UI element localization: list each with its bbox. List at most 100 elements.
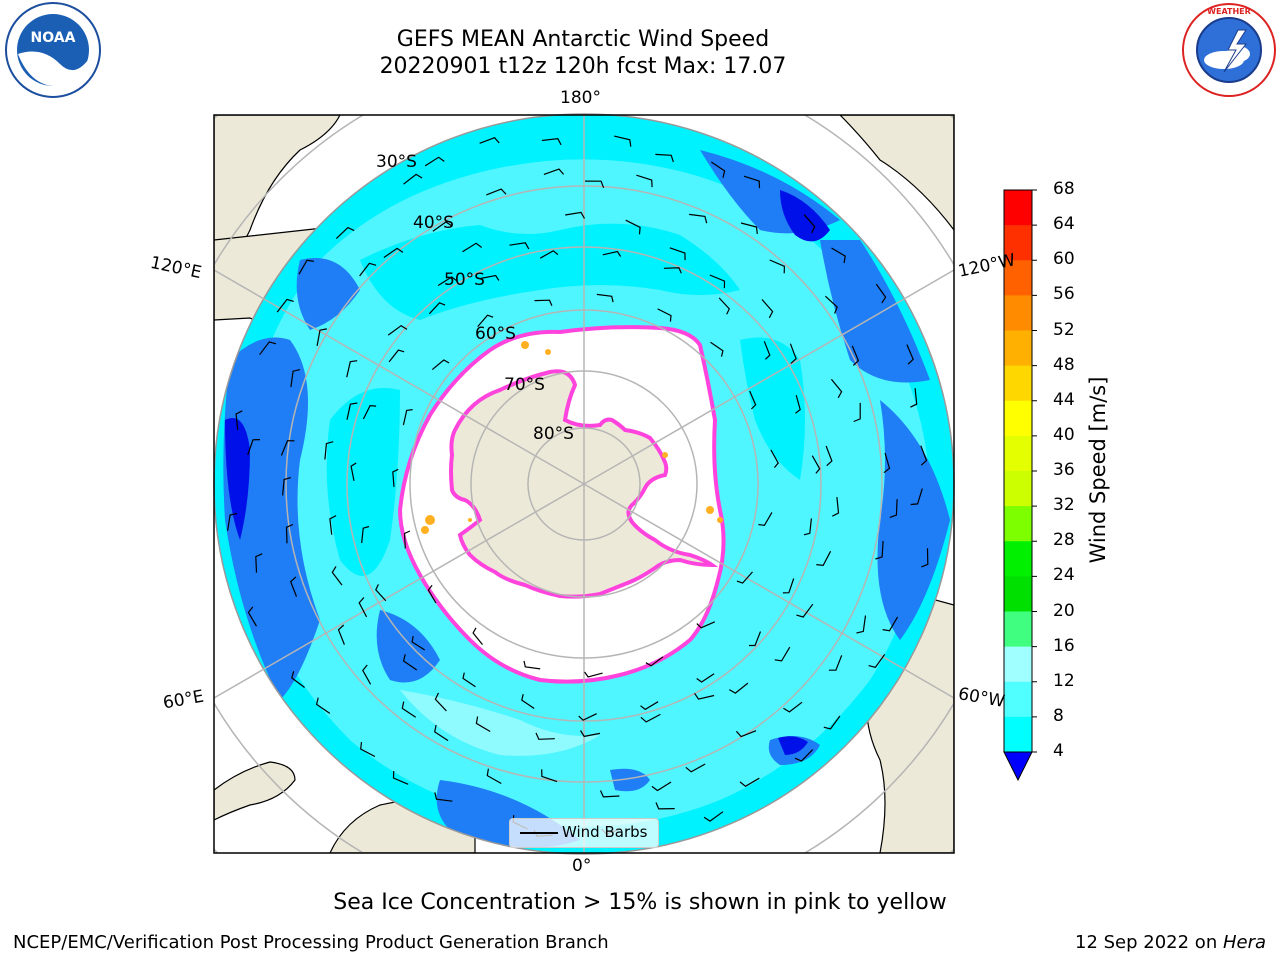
lat-label-80s: 80°S [533,424,574,444]
wind-barb [227,512,238,531]
wind-barb [614,135,632,147]
wind-barb [851,345,860,366]
wind-barb [535,732,555,740]
wind-barb [475,716,491,733]
colorbar-segment [1004,681,1032,718]
colorbar-extend [1003,751,1033,782]
svg-text:NOAA: NOAA [31,30,76,46]
colorbar-tick-label: 28 [1053,530,1075,551]
colorbar-tick-label: 8 [1053,705,1064,726]
wind-barb [910,488,923,506]
wind-barb [743,175,761,189]
wind-barb [811,455,821,474]
wind-barb [856,615,867,634]
wind-barb [432,221,453,232]
footer-date: 12 Sep 2022 on Hera [1075,932,1266,953]
wind-barb [651,781,672,792]
wind-barb [392,770,409,785]
wind-barb [578,713,597,721]
wind-barb [486,768,502,785]
wind-barb [388,349,405,363]
colorbar-tick-label: 64 [1053,214,1075,235]
noaa-logo: NOAA [5,2,101,98]
wind-barb [543,168,565,175]
wind-barb [832,497,840,517]
wind-barb [663,267,682,274]
wind-barb [579,730,601,738]
map-frame [213,114,955,854]
wind-barb [655,153,674,163]
wind-barb [315,697,331,714]
lat-label-70s: 70°S [504,375,545,395]
colorbar-segment [1004,576,1032,612]
wind-barb [289,576,298,597]
colorbar-segment [1004,541,1032,577]
lon-label-180: 180° [560,88,601,108]
wind-barb [735,730,757,738]
wind-barb [875,540,884,560]
wind-barb [360,742,376,758]
wind-barb [565,211,586,219]
wind-barb [434,692,447,712]
wind-barb [718,297,731,315]
sea-ice-edge-yellow [421,341,723,534]
wind-barb [584,671,603,678]
wind-barb [803,214,816,234]
colorbar [1003,189,1037,782]
wind-barb [375,584,387,602]
colorbar-tick-label: 24 [1053,565,1075,586]
wind-barb [636,174,653,188]
wind-barb [703,811,724,822]
wind-barb [889,499,898,518]
colorbar-tick-label: 60 [1053,249,1075,270]
colorbar-tick-label: 44 [1053,389,1075,410]
wind-barb [358,597,368,618]
wind-barb [709,274,726,289]
wind-barb [411,635,426,651]
wind-barb [758,512,773,527]
wind-barb [921,548,929,568]
colorbar-segment [1004,260,1032,296]
wind-barb [669,247,686,261]
wind-barb [291,671,305,688]
lat-label-60s: 60°S [475,324,516,344]
wind-barb [479,136,500,144]
wind-barb [247,439,261,456]
graticule-outer [214,115,954,853]
wind-barb [910,388,918,408]
wind-barb [285,523,294,544]
map-subtitle: 20220901 t12z 120h fcst Max: 17.07 [379,54,787,79]
wind-barb [823,715,841,730]
wind-barb [534,299,553,306]
wind-barb [541,138,562,146]
lat-label-50s: 50°S [444,270,485,290]
wind-barb [316,328,328,347]
wind-barb [431,359,450,371]
wind-barb [710,341,724,357]
wind-barb [830,378,843,399]
wind-barb [749,390,757,410]
wind-barb [794,749,814,762]
colorbar-segment [1004,506,1032,542]
footer-host: Hera [1222,932,1266,953]
wind-barb [255,553,263,573]
colorbar-tick-label: 36 [1053,460,1075,480]
wind-barb [789,343,797,364]
colorbar-segment [1004,330,1032,367]
colorbar-tick-label: 12 [1053,670,1075,691]
wind-barb [694,692,715,700]
wind-barb [362,404,377,420]
wind-barb [585,180,605,189]
footer-credit: NCEP/EMC/Verification Post Processing Pr… [13,932,609,953]
colorbar-segment [1004,646,1032,683]
wind-barb [403,530,411,549]
wind-barb [875,283,887,304]
wind-barb [509,242,530,250]
wind-barb [523,660,541,670]
wind-barb [427,584,437,604]
wind-barb [402,654,418,671]
wind-barb [541,769,558,783]
wind-barb [625,219,641,235]
wind-barb [740,222,758,234]
colorbar-segment [1004,435,1032,472]
